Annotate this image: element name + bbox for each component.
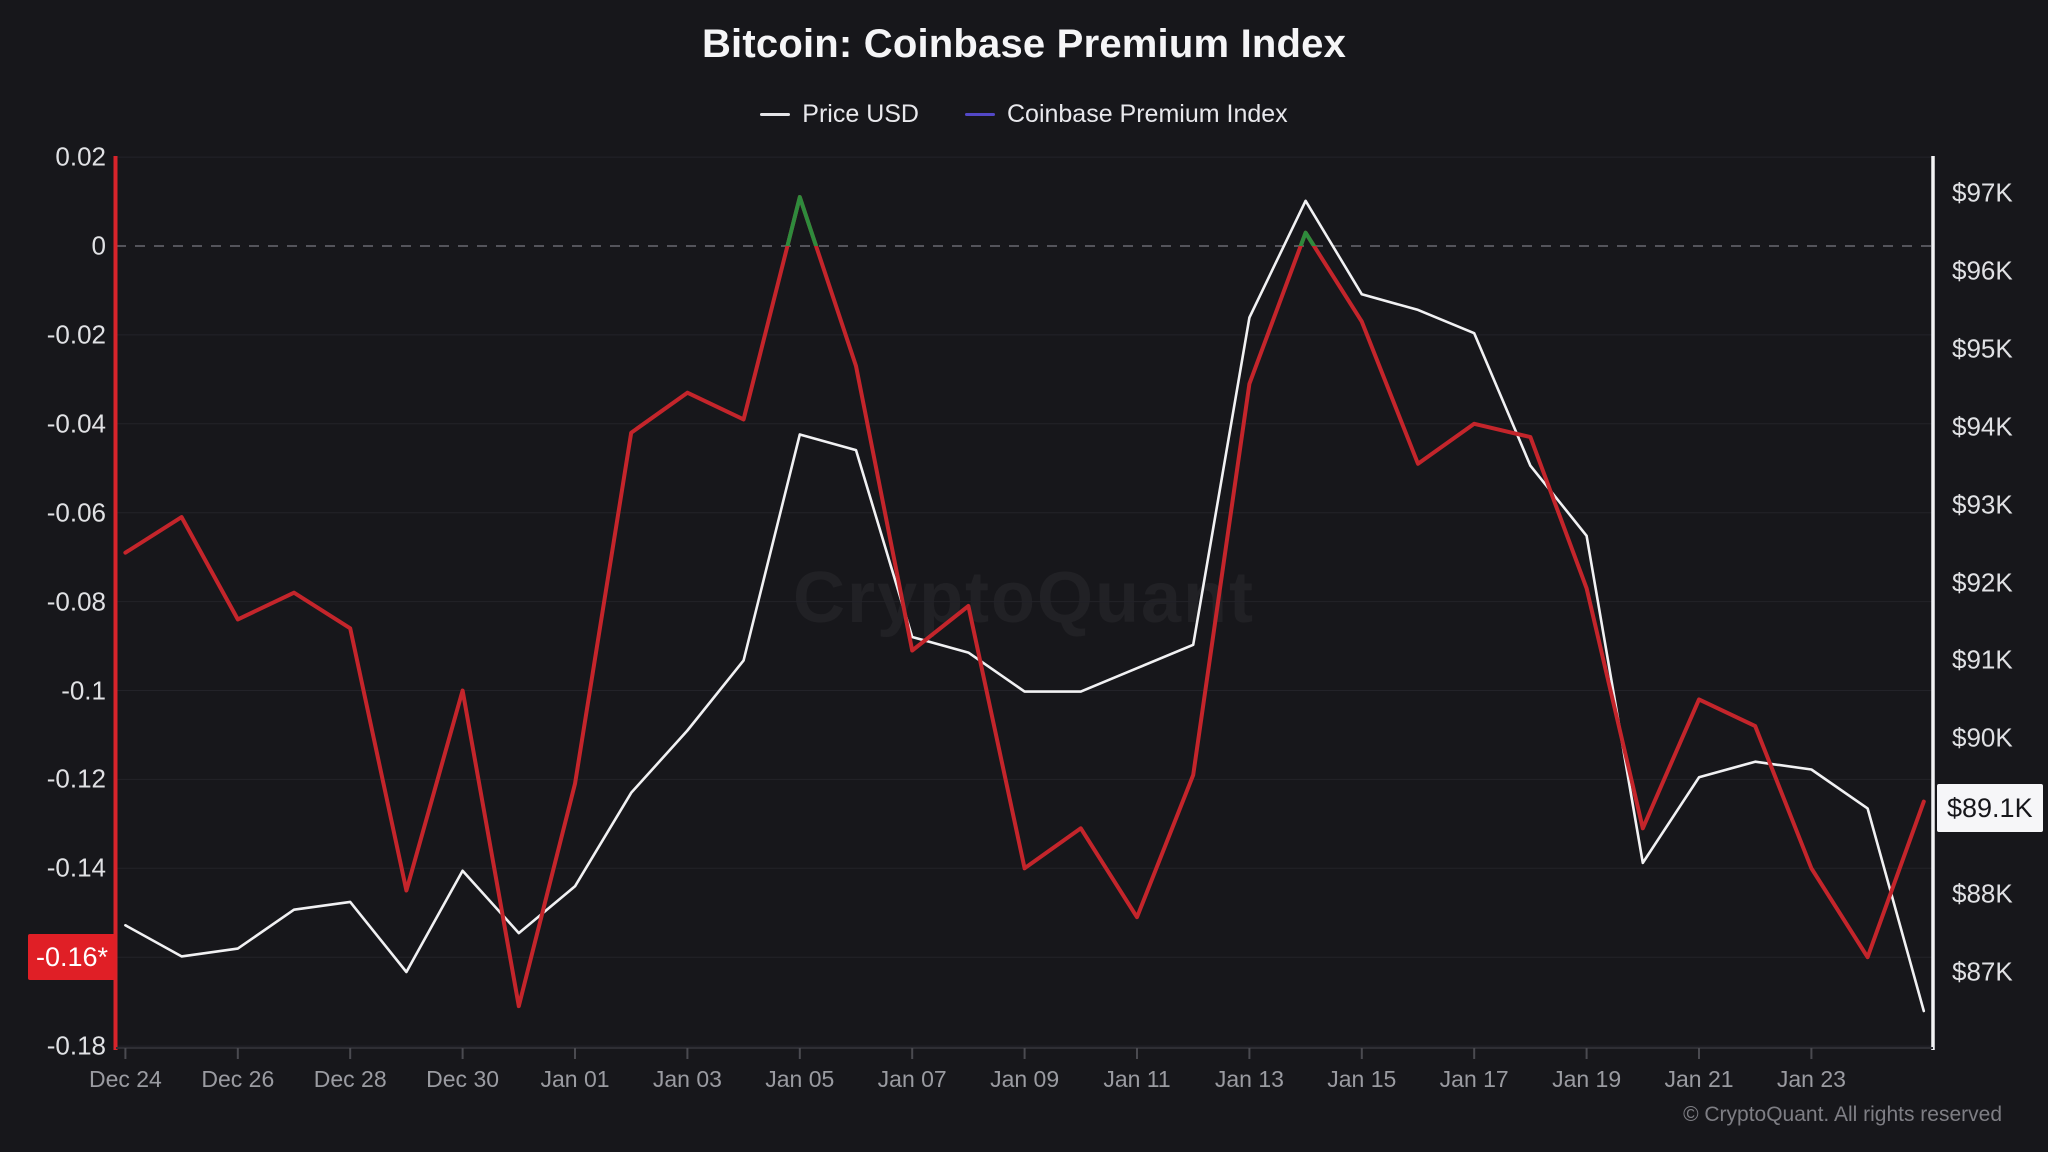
legend-label: Price USD bbox=[802, 100, 919, 128]
price-usd-line bbox=[124, 199, 1926, 1013]
legend-item-price-usd[interactable]: Price USD bbox=[760, 100, 919, 129]
premium-index-line bbox=[123, 195, 1926, 1009]
chart-title: Bitcoin: Coinbase Premium Index bbox=[701, 22, 1347, 66]
legend-item-coinbase-premium-index[interactable]: Coinbase Premium Index bbox=[964, 100, 1288, 129]
legend-label: Coinbase Premium Index bbox=[1006, 100, 1288, 128]
chart-legend: Price USD Coinbase Premium Index bbox=[0, 100, 2048, 129]
copyright-footer: © CryptoQuant. All rights reserved bbox=[1683, 1103, 2002, 1126]
premium-index-line-swatch-icon bbox=[964, 113, 995, 116]
price-usd-line-swatch-icon bbox=[760, 113, 791, 116]
